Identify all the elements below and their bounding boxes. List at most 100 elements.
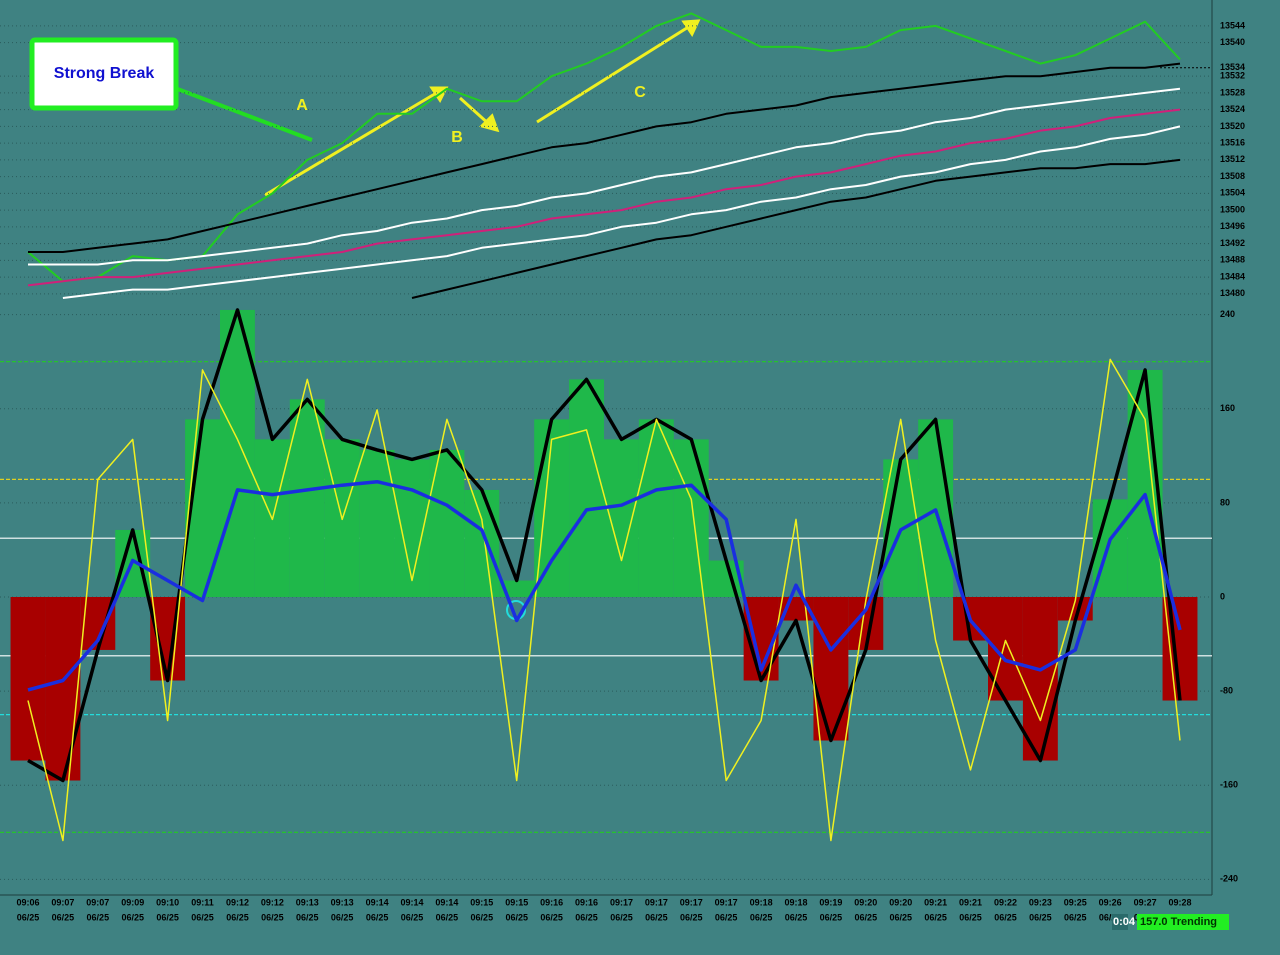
x-tick-label: 09:11 [191, 897, 214, 907]
histogram-bar [150, 597, 186, 681]
x-date-label: 06/25 [52, 912, 75, 922]
x-tick-label: 09:17 [645, 897, 668, 907]
histogram-bar [638, 419, 674, 597]
x-date-label: 06/25 [505, 912, 528, 922]
x-tick-label: 09:23 [1029, 897, 1052, 907]
x-tick-label: 09:27 [1134, 897, 1157, 907]
y-tick-label: 13520 [1220, 121, 1245, 131]
x-tick-label: 09:20 [854, 897, 877, 907]
x-date-label: 06/25 [1099, 912, 1122, 922]
histogram-bar [673, 439, 709, 597]
x-tick-label: 09:14 [366, 897, 389, 907]
histogram-bar [534, 419, 570, 597]
y-tick-label: 13540 [1220, 37, 1245, 47]
y-tick-label: 13488 [1220, 255, 1245, 265]
x-tick-label: 09:21 [924, 897, 947, 907]
line-series [28, 62, 1181, 253]
annotation: Strong Break [54, 65, 155, 82]
x-date-label: 06/25 [471, 912, 494, 922]
x-tick-label: 09:25 [1064, 897, 1087, 907]
x-date-label: 06/25 [715, 912, 738, 922]
x-date-label: 06/25 [610, 912, 633, 922]
y-tick-label: 13492 [1220, 238, 1245, 248]
x-tick-label: 09:18 [750, 897, 773, 907]
x-date-label: 06/25 [750, 912, 773, 922]
x-tick-label: 09:16 [540, 897, 563, 907]
callout-line [174, 86, 313, 142]
x-tick-label: 09:20 [889, 897, 912, 907]
line-series [27, 479, 1182, 692]
y-tick-label: 13484 [1220, 271, 1245, 281]
histogram-bar [10, 597, 46, 761]
status-time: 0:04 [1113, 916, 1136, 928]
x-tick-label: 09:12 [261, 897, 284, 907]
x-tick-label: 09:14 [435, 897, 458, 907]
x-tick-label: 09:12 [226, 897, 249, 907]
last-price-label: 13534 [1220, 62, 1245, 72]
x-date-label: 06/25 [191, 912, 214, 922]
x-tick-label: 09:06 [16, 897, 39, 907]
y-tick-label: -240 [1220, 874, 1238, 884]
x-date-label: 06/25 [959, 912, 982, 922]
histogram-bar [569, 379, 604, 597]
line-series [27, 358, 1181, 842]
x-date-label: 06/25 [820, 912, 843, 922]
y-tick-label: 80 [1220, 497, 1230, 507]
x-date-label: 06/25 [540, 912, 563, 922]
x-tick-label: 09:18 [784, 897, 807, 907]
x-date-label: 06/25 [401, 912, 424, 922]
y-tick-label: 0 [1220, 591, 1225, 601]
x-date-label: 06/25 [855, 912, 878, 922]
x-date-label: 06/25 [17, 912, 40, 922]
annotation: C [634, 84, 646, 101]
y-tick-label: 160 [1220, 403, 1235, 413]
histogram-bar [604, 439, 639, 597]
x-date-label: 06/25 [156, 912, 179, 922]
y-tick-label: 13524 [1220, 104, 1245, 114]
y-tick-label: 13500 [1220, 204, 1245, 214]
x-tick-label: 09:19 [819, 897, 842, 907]
line-series [62, 125, 1181, 299]
histogram-bar [289, 399, 325, 597]
x-date-label: 06/25 [296, 912, 319, 922]
x-tick-label: 09:17 [610, 897, 633, 907]
x-date-label: 06/25 [785, 912, 808, 922]
y-tick-label: 13480 [1220, 288, 1245, 298]
histogram-bar [359, 449, 395, 597]
x-date-label: 06/25 [1064, 912, 1087, 922]
x-tick-label: 09:22 [994, 897, 1017, 907]
y-tick-label: 240 [1220, 309, 1235, 319]
x-date-label: 06/25 [1029, 912, 1052, 922]
histogram-bar [394, 459, 430, 597]
y-tick-label: 13512 [1220, 154, 1245, 164]
x-tick-label: 09:10 [156, 897, 179, 907]
histogram-bar [813, 597, 849, 741]
y-tick-label: 13532 [1220, 71, 1245, 81]
x-date-label: 06/25 [87, 912, 110, 922]
x-date-label: 06/25 [436, 912, 459, 922]
x-tick-label: 09:09 [121, 897, 144, 907]
histogram-bar [1162, 597, 1198, 701]
status-bg [1112, 914, 1128, 930]
y-tick-label: 13504 [1220, 188, 1245, 198]
x-date-label: 06/25 [680, 912, 703, 922]
histogram-bar [1057, 597, 1093, 621]
status-badge [1137, 914, 1229, 930]
line-series [28, 87, 1181, 266]
y-tick-label: 13528 [1220, 87, 1245, 97]
x-tick-label: 09:21 [959, 897, 982, 907]
y-tick-label: 13508 [1220, 171, 1245, 181]
x-date-label: 06/25 [994, 912, 1017, 922]
x-tick-label: 09:17 [680, 897, 703, 907]
histogram-bar [464, 489, 500, 597]
x-date-label: 06/25 [121, 912, 144, 922]
annotation: B [451, 129, 463, 146]
y-tick-label: 13496 [1220, 221, 1245, 231]
x-date-label: 06/25 [366, 912, 389, 922]
line-series [411, 158, 1181, 299]
x-tick-label: 09:07 [86, 897, 109, 907]
x-tick-label: 09:13 [331, 897, 354, 907]
y-tick-label: 13544 [1220, 20, 1245, 30]
x-date-label: 06/25 [645, 912, 668, 922]
